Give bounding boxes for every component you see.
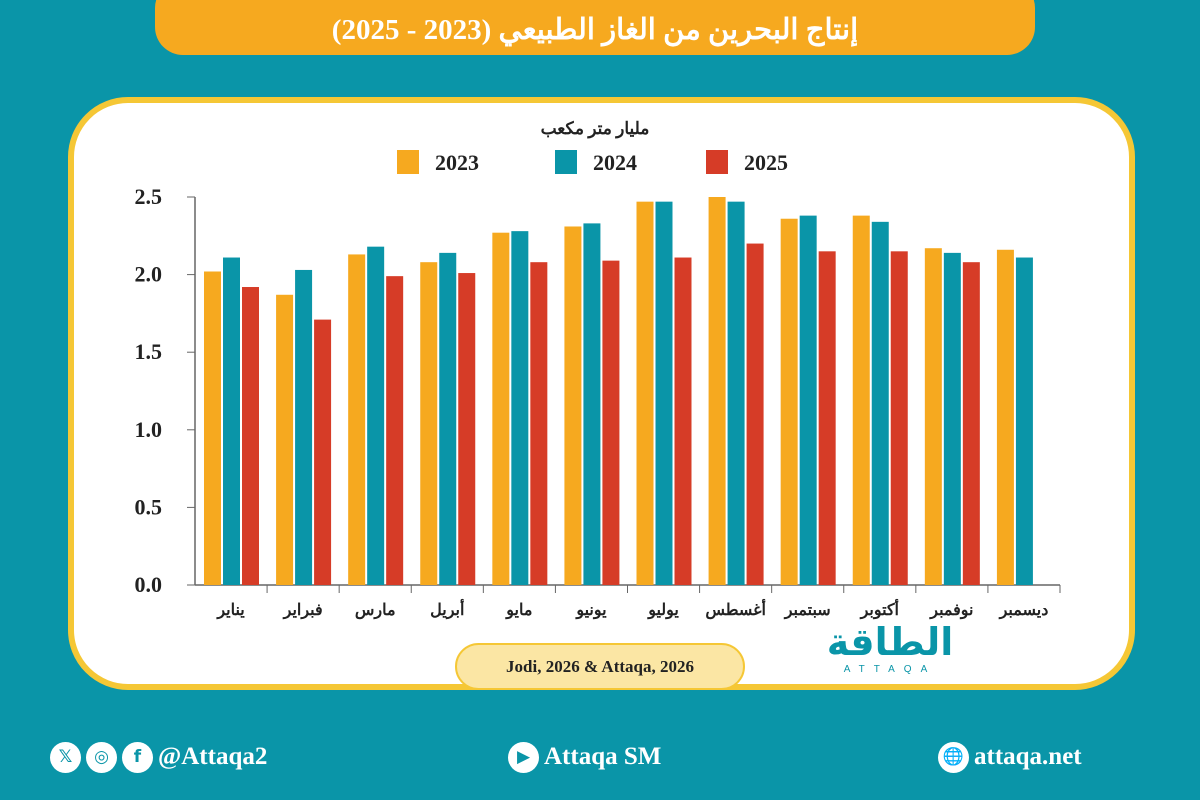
bar-2023-6 xyxy=(564,226,582,585)
logo-arabic: الطاقة xyxy=(826,620,954,664)
bar-2024-4 xyxy=(439,252,457,585)
bar-2024-12 xyxy=(1015,257,1033,585)
globe-icon: 🌐 xyxy=(938,741,969,773)
chart-title: إنتاج البحرين من الغاز الطبيعي (2023 - 2… xyxy=(331,14,859,46)
legend-swatch-2025 xyxy=(706,150,728,174)
legend-label-2024: 2024 xyxy=(593,150,637,175)
bar-2023-3 xyxy=(348,254,366,585)
bar-2023-9 xyxy=(780,218,798,585)
bar-2024-5 xyxy=(511,231,529,586)
youtube-icon: ▶ xyxy=(508,741,539,773)
website-url: attaqa.net xyxy=(974,743,1082,770)
x-tick-label: نوفمبر xyxy=(929,602,973,620)
bar-2024-1 xyxy=(223,257,240,585)
bar-2023-5 xyxy=(492,232,510,586)
legend-swatch-2023 xyxy=(397,150,419,174)
x-tick-label: يناير xyxy=(216,602,245,620)
bar-2024-3 xyxy=(367,246,385,585)
facebook-icon[interactable]: f xyxy=(122,741,153,773)
bar-2024-8 xyxy=(727,201,745,585)
y-tick-label: 1.5 xyxy=(135,339,163,364)
x-tick-label: مايو xyxy=(505,602,532,620)
x-tick-label: أغسطس xyxy=(705,598,766,620)
instagram-icon[interactable]: ◎ xyxy=(86,741,117,773)
x-tick-label: مارس xyxy=(355,602,396,620)
bar-2025-4 xyxy=(458,273,476,585)
x-tick-label: أكتوبر xyxy=(860,598,899,620)
bar-2024-2 xyxy=(295,269,313,585)
bar-2023-1 xyxy=(204,271,221,585)
x-tick-label: فبراير xyxy=(283,602,323,620)
y-unit-label: مليار متر مكعب xyxy=(541,119,650,139)
x-tick-label: يوليو xyxy=(647,602,679,620)
bar-2024-9 xyxy=(799,215,817,585)
y-tick-label: 2.0 xyxy=(135,262,163,287)
bar-2025-11 xyxy=(962,262,980,585)
bar-2023-7 xyxy=(636,201,654,585)
social-links: 𝕏 ◎ f @Attaqa2 xyxy=(50,735,267,779)
source-label: Jodi, 2026 & Attaqa, 2026 xyxy=(455,643,745,690)
bar-2024-10 xyxy=(871,221,889,585)
bar-2025-8 xyxy=(746,243,764,585)
y-tick-label: 1.0 xyxy=(135,417,163,442)
attaqa-logo: الطاقة ATTAQA xyxy=(805,620,975,684)
y-tick-label: 0.5 xyxy=(135,494,163,519)
x-icon[interactable]: 𝕏 xyxy=(50,741,81,773)
legend-label-2023: 2023 xyxy=(435,150,479,175)
x-tick-label: سبتمبر xyxy=(784,602,831,620)
bar-2023-4 xyxy=(420,262,438,585)
bar-2025-3 xyxy=(386,276,404,585)
website-link[interactable]: 🌐 attaqa.net xyxy=(938,735,1082,779)
youtube-name: Attaqa SM xyxy=(544,743,662,770)
bar-2024-7 xyxy=(655,201,673,585)
youtube-link[interactable]: ▶ Attaqa SM xyxy=(508,735,661,779)
logo-latin: ATTAQA xyxy=(843,664,937,675)
bar-2025-1 xyxy=(242,287,259,585)
bar-2023-8 xyxy=(708,197,726,585)
bar-2024-11 xyxy=(943,252,961,585)
x-tick-label: يونيو xyxy=(575,602,607,620)
bar-2023-11 xyxy=(924,248,942,585)
bar-2025-2 xyxy=(314,319,332,585)
bar-2023-2 xyxy=(276,294,294,585)
legend-label-2025: 2025 xyxy=(744,150,788,175)
social-handle[interactable]: @Attaqa2 xyxy=(158,743,268,770)
y-tick-label: 0.0 xyxy=(135,572,163,597)
y-tick-label: 2.5 xyxy=(135,184,163,209)
bar-2025-9 xyxy=(818,251,836,585)
legend-swatch-2024 xyxy=(555,150,577,174)
bar-2025-5 xyxy=(530,262,548,585)
bar-2025-6 xyxy=(602,260,620,585)
title-banner: إنتاج البحرين من الغاز الطبيعي (2023 - 2… xyxy=(155,0,1035,55)
bar-2024-6 xyxy=(583,223,601,585)
bar-2023-10 xyxy=(852,215,870,585)
bar-2025-7 xyxy=(674,257,692,585)
bar-2023-12 xyxy=(996,249,1014,585)
x-tick-label: أبريل xyxy=(430,598,464,620)
bar-2025-10 xyxy=(890,251,908,585)
x-tick-label: ديسمبر xyxy=(999,602,1049,620)
